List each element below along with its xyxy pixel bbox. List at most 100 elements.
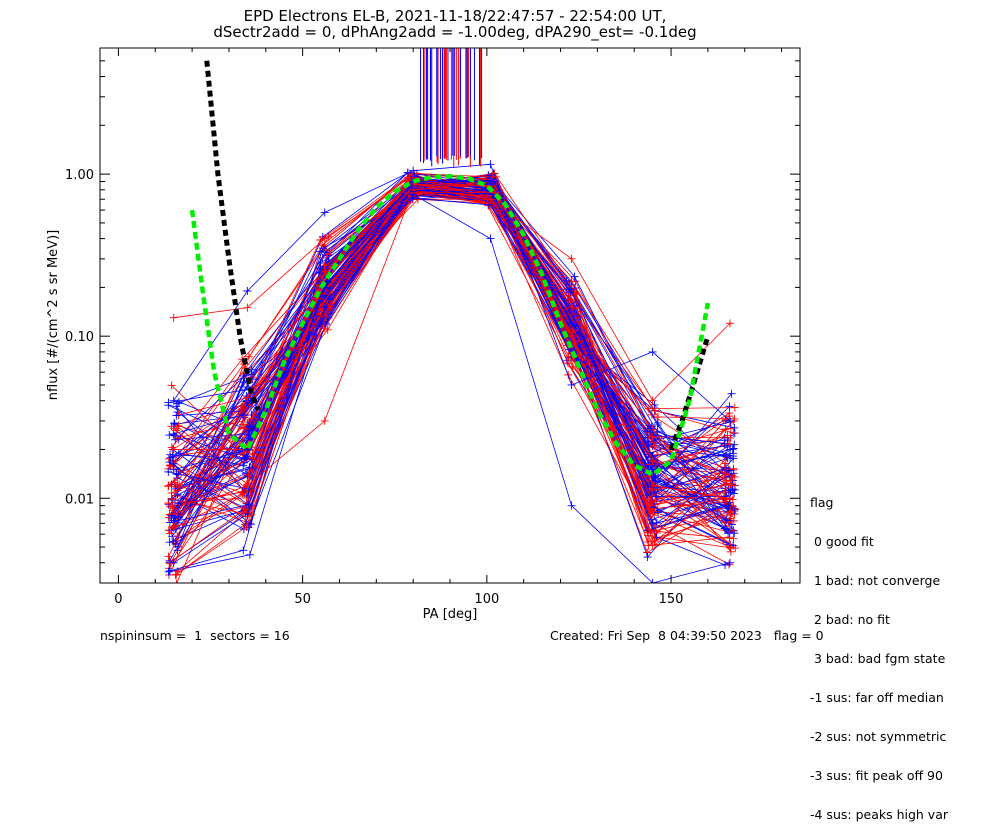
- trace-marker: [173, 486, 182, 495]
- trace-marker: [564, 352, 573, 361]
- trace-marker: [240, 424, 249, 433]
- trace-line: [179, 193, 732, 485]
- trace-marker: [567, 332, 576, 341]
- y-axis-label: nflux [#/(cm^2 s sr MeV)]: [46, 230, 61, 400]
- trace-marker: [316, 247, 325, 256]
- trace-marker: [320, 416, 329, 425]
- legend-item: -3 sus: fit peak off 90: [810, 768, 943, 783]
- trace-marker: [320, 267, 329, 276]
- trace-marker: [648, 481, 657, 490]
- trace-marker: [648, 396, 657, 405]
- trace-marker: [648, 432, 657, 441]
- trace-marker: [169, 313, 178, 322]
- trace-marker: [646, 424, 655, 433]
- trace-marker: [483, 176, 492, 185]
- trace-marker: [730, 423, 739, 432]
- trace-marker: [485, 200, 494, 209]
- trace-marker: [725, 402, 734, 411]
- trace-marker: [722, 525, 731, 534]
- trace-marker: [244, 470, 253, 479]
- trace-marker: [572, 290, 581, 299]
- axes: 0 50 100 150 0.01 0.10 1.00: [65, 47, 800, 607]
- trace-marker: [243, 287, 252, 296]
- fit-curve-green: [189, 174, 711, 478]
- chart-title-line-2: dSectr2add = 0, dPhAng2add = -1.00deg, d…: [213, 23, 697, 41]
- trace-marker: [726, 433, 735, 442]
- x-axis-label: PA [deg]: [423, 607, 478, 622]
- trace-marker: [729, 469, 738, 478]
- trace-marker: [567, 319, 576, 328]
- trace-marker: [651, 406, 660, 415]
- trace-marker: [320, 208, 329, 217]
- trace-marker: [652, 492, 661, 501]
- trace-marker: [486, 160, 495, 169]
- trace-marker: [164, 499, 173, 508]
- trace-marker: [172, 411, 181, 420]
- trace-marker: [240, 505, 249, 514]
- trace-marker: [729, 489, 738, 498]
- trace-marker: [239, 546, 248, 555]
- trace-line: [173, 181, 731, 499]
- trace-marker: [729, 534, 738, 543]
- pitch-angle-chart: 0 50 100 150 0.01 0.10 1.00 PA [deg] nflux [#/…: [46, 47, 801, 622]
- trace-marker: [176, 579, 177, 583]
- trace-marker: [165, 458, 174, 467]
- trace-line: [178, 184, 734, 531]
- fit-curve-black: [668, 335, 711, 451]
- trace-marker: [721, 524, 730, 533]
- trace-line: [169, 197, 734, 523]
- trace-marker: [565, 307, 574, 316]
- x-tick-label: 0: [114, 592, 122, 607]
- trace-marker: [729, 502, 738, 511]
- trace-marker: [316, 302, 325, 311]
- trace-marker: [570, 272, 579, 281]
- trace-marker: [321, 312, 330, 321]
- trace-line: [176, 183, 728, 575]
- legend-item: 0 good fit: [810, 534, 874, 549]
- trace-line: [171, 180, 730, 546]
- trace-line: [173, 186, 727, 521]
- trace-line: [173, 181, 731, 548]
- trace-line: [174, 180, 735, 518]
- trace-line: [169, 182, 729, 525]
- legend-heading: flag: [810, 495, 834, 510]
- trace-marker: [726, 424, 735, 433]
- trace-line: [173, 183, 734, 532]
- trace-marker: [725, 560, 734, 569]
- trace-line: [173, 193, 731, 583]
- trace-marker: [247, 373, 256, 382]
- fit-curve-black: [204, 60, 261, 412]
- trace-marker: [175, 397, 184, 406]
- trace-marker: [164, 467, 173, 476]
- y-tick-label: 0.10: [65, 330, 94, 345]
- trace-marker: [165, 518, 174, 527]
- trace-marker: [173, 473, 182, 482]
- trace-marker: [648, 541, 657, 550]
- trace-marker: [729, 444, 738, 453]
- trace-marker: [164, 552, 173, 561]
- trace-line: [168, 191, 734, 573]
- trace-marker: [164, 481, 173, 490]
- trace-marker: [653, 418, 662, 427]
- trace-marker: [164, 398, 173, 407]
- trace-marker: [726, 416, 734, 425]
- trace-marker: [728, 480, 737, 489]
- legend-item: 3 bad: bad fgm state: [810, 651, 946, 666]
- trace-marker: [569, 327, 578, 336]
- trace-marker: [726, 480, 735, 489]
- trace-marker: [731, 505, 740, 514]
- trace-marker: [174, 449, 183, 458]
- trace-marker: [653, 483, 662, 492]
- trace-line: [173, 177, 731, 402]
- trace-marker: [722, 516, 731, 525]
- trace-line: [177, 189, 730, 508]
- trace-marker: [730, 403, 739, 412]
- trace-marker: [165, 431, 174, 440]
- trace-marker: [320, 234, 329, 243]
- trace-marker: [729, 526, 738, 535]
- x-tick-label: 50: [294, 592, 311, 607]
- trace-marker: [726, 558, 734, 567]
- trace-line: [168, 189, 726, 529]
- trace-marker: [167, 381, 176, 390]
- trace-layer: [164, 48, 740, 583]
